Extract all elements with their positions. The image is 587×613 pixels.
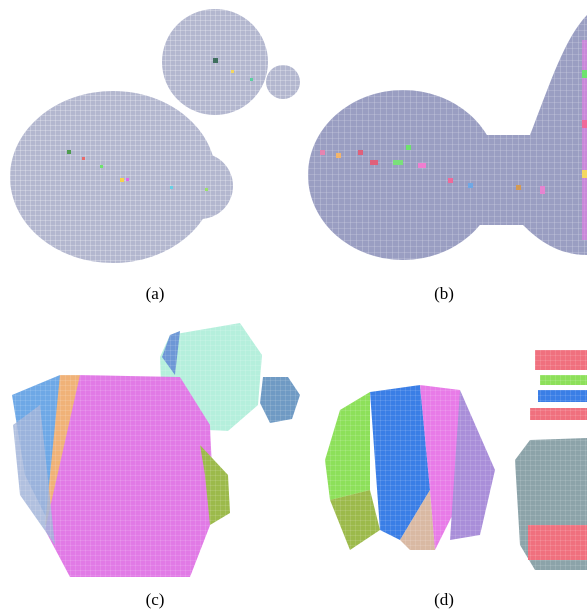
panel-b-figure xyxy=(308,0,587,275)
caption-a: (a) xyxy=(145,284,165,303)
blob-a-markers xyxy=(67,58,253,191)
blob-b-shape xyxy=(308,15,587,260)
caption-c: (c) xyxy=(145,590,165,609)
caption-d: (d) xyxy=(434,590,454,609)
blob-a-shape xyxy=(10,9,300,263)
panel-c-figure xyxy=(0,315,300,585)
panel-d-figure xyxy=(320,330,587,578)
panel-a-figure xyxy=(0,0,300,275)
blob-b-markers xyxy=(320,40,587,240)
caption-b: (b) xyxy=(434,284,454,303)
